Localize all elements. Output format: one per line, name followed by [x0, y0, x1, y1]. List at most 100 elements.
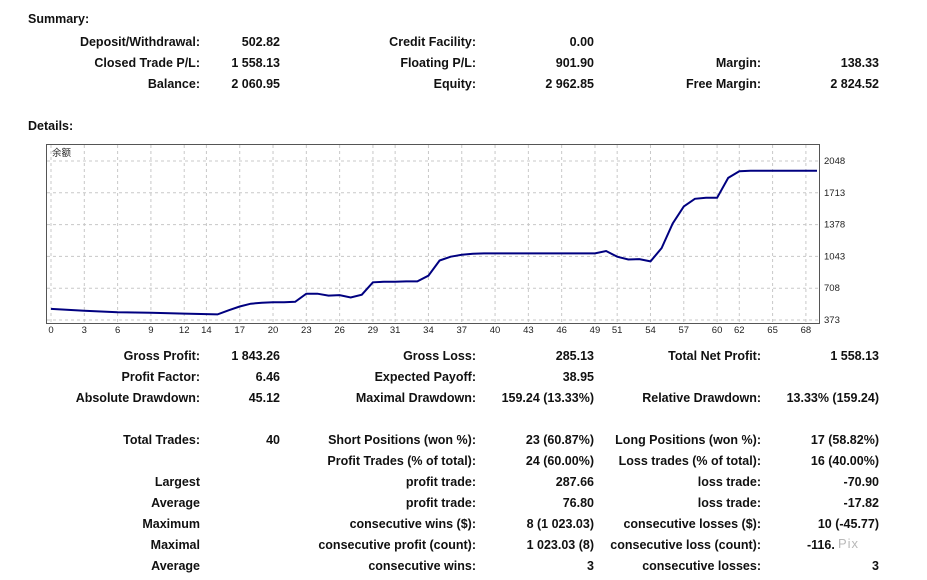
- average-loss-value: -17.82: [843, 496, 879, 510]
- largest-loss-label: loss trade:: [697, 475, 761, 489]
- expected-payoff-value: 38.95: [562, 370, 594, 384]
- deposit-withdrawal-value: 502.82: [241, 35, 280, 49]
- long-positions-label: Long Positions (won %):: [615, 433, 761, 447]
- x-tick-label: 43: [523, 325, 534, 336]
- x-tick-label: 46: [556, 325, 567, 336]
- closed-trade-pl-label: Closed Trade P/L:: [94, 56, 200, 70]
- x-tick-label: 54: [645, 325, 656, 336]
- balance-series-line: [50, 169, 817, 316]
- maximal-profit-value: 1 023.03 (8): [526, 538, 594, 552]
- x-tick-label: 17: [234, 325, 245, 336]
- x-tick-label: 68: [801, 325, 812, 336]
- maximum-losses-value: 10 (-45.77): [817, 517, 879, 531]
- largest-profit-label: profit trade:: [405, 475, 476, 489]
- average-consec-losses-label: consecutive losses:: [642, 559, 761, 573]
- balance-value: 2 060.95: [231, 77, 280, 91]
- average-consec-wins-value: 3: [587, 559, 594, 573]
- relative-drawdown-value: 13.33% (159.24): [786, 391, 879, 405]
- y-tick-label: 708: [824, 283, 840, 294]
- y-tick-label: 1043: [824, 251, 845, 262]
- x-tick-label: 34: [423, 325, 434, 336]
- maximal-loss-label: consecutive loss (count):: [610, 538, 761, 552]
- maximal-drawdown-value: 159.24 (13.33%): [501, 391, 594, 405]
- balance-chart-svg: 余额: [47, 145, 819, 323]
- margin-value: 138.33: [840, 56, 879, 70]
- profit-trades-label: Profit Trades (% of total):: [327, 454, 476, 468]
- maximum-label: Maximum: [142, 517, 200, 531]
- maximal-label: Maximal: [150, 538, 200, 552]
- maximum-losses-label: consecutive losses ($):: [623, 517, 761, 531]
- total-net-profit-value: 1 558.13: [830, 349, 879, 363]
- short-positions-value: 23 (60.87%): [525, 433, 594, 447]
- watermark-logo: Pix: [838, 536, 860, 551]
- y-tick-label: 2048: [824, 156, 845, 167]
- maximum-wins-value: 8 (1 023.03): [526, 517, 594, 531]
- x-tick-label: 6: [115, 325, 120, 336]
- loss-trades-label: Loss trades (% of total):: [618, 454, 761, 468]
- summary-title: Summary:: [28, 12, 90, 26]
- margin-label: Margin:: [715, 56, 761, 70]
- maximal-loss-value: -116.: [807, 538, 835, 552]
- x-axis-ticks: 0 3 6 9 12 14 17 20 23 26 29 31 34 37 40 43 46 49 51 54 57 60…: [48, 325, 812, 336]
- y-axis-ticks: 373 708 1043 1378 1713 2048: [824, 156, 845, 326]
- free-margin-label: Free Margin:: [685, 77, 761, 91]
- gross-profit-value: 1 843.26: [231, 349, 280, 363]
- x-tick-label: 23: [301, 325, 312, 336]
- average-consec-losses-value: 3: [872, 559, 879, 573]
- credit-facility-label: Credit Facility:: [389, 35, 476, 49]
- total-trades-label: Total Trades:: [123, 433, 200, 447]
- gross-loss-value: 285.13: [555, 349, 594, 363]
- maximum-wins-label: consecutive wins ($):: [349, 517, 476, 531]
- x-tick-label: 37: [456, 325, 467, 336]
- x-tick-label: 40: [490, 325, 501, 336]
- floating-pl-label: Floating P/L:: [400, 56, 476, 70]
- x-tick-label: 60: [712, 325, 723, 336]
- average-profit-value: 76.80: [562, 496, 594, 510]
- average-consec-wins-label: consecutive wins:: [368, 559, 476, 573]
- free-margin-value: 2 824.52: [830, 77, 879, 91]
- closed-trade-pl-value: 1 558.13: [231, 56, 280, 70]
- largest-profit-value: 287.66: [555, 475, 594, 489]
- y-tick-label: 1378: [824, 220, 845, 231]
- expected-payoff-label: Expected Payoff:: [374, 370, 476, 384]
- x-tick-label: 62: [734, 325, 745, 336]
- x-tick-label: 3: [82, 325, 87, 336]
- chart-title: 余额: [52, 147, 72, 159]
- profit-factor-value: 6.46: [255, 370, 280, 384]
- x-tick-label: 65: [767, 325, 778, 336]
- x-tick-label: 57: [678, 325, 689, 336]
- x-tick-label: 9: [148, 325, 153, 336]
- largest-loss-value: -70.90: [843, 475, 879, 489]
- x-tick-label: 31: [390, 325, 401, 336]
- maximal-profit-label: consecutive profit (count):: [318, 538, 476, 552]
- x-tick-label: 51: [612, 325, 623, 336]
- deposit-withdrawal-label: Deposit/Withdrawal:: [79, 35, 200, 49]
- gross-loss-label: Gross Loss:: [403, 349, 476, 363]
- absolute-drawdown-label: Absolute Drawdown:: [75, 391, 200, 405]
- total-net-profit-label: Total Net Profit:: [668, 349, 761, 363]
- average-loss-label: loss trade:: [697, 496, 761, 510]
- equity-value: 2 962.85: [545, 77, 594, 91]
- x-tick-label: 12: [179, 325, 190, 336]
- average-consec-label: Average: [151, 559, 200, 573]
- x-tick-label: 26: [334, 325, 345, 336]
- average-label: Average: [151, 496, 200, 510]
- balance-chart: 余额: [46, 144, 820, 324]
- credit-facility-value: 0.00: [569, 35, 594, 49]
- x-tick-label: 14: [201, 325, 212, 336]
- details-title: Details:: [28, 119, 74, 133]
- relative-drawdown-label: Relative Drawdown:: [642, 391, 761, 405]
- profit-factor-label: Profit Factor:: [121, 370, 200, 384]
- y-tick-label: 1713: [824, 188, 845, 199]
- short-positions-label: Short Positions (won %):: [328, 433, 476, 447]
- gross-profit-label: Gross Profit:: [123, 349, 200, 363]
- profit-trades-value: 24 (60.00%): [525, 454, 594, 468]
- maximal-drawdown-label: Maximal Drawdown:: [355, 391, 476, 405]
- total-trades-value: 40: [266, 433, 280, 447]
- average-profit-label: profit trade:: [405, 496, 476, 510]
- x-tick-label: 49: [590, 325, 601, 336]
- loss-trades-value: 16 (40.00%): [810, 454, 879, 468]
- floating-pl-value: 901.90: [555, 56, 594, 70]
- balance-label: Balance:: [147, 77, 200, 91]
- equity-label: Equity:: [433, 77, 476, 91]
